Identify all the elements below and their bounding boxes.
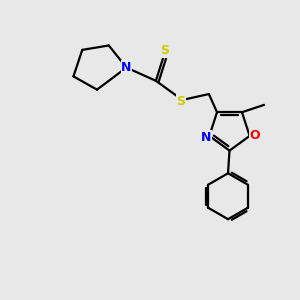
Text: N: N <box>121 61 132 74</box>
Text: S: S <box>160 44 169 57</box>
Text: S: S <box>176 95 185 108</box>
Text: O: O <box>250 129 260 142</box>
Text: N: N <box>201 131 211 144</box>
